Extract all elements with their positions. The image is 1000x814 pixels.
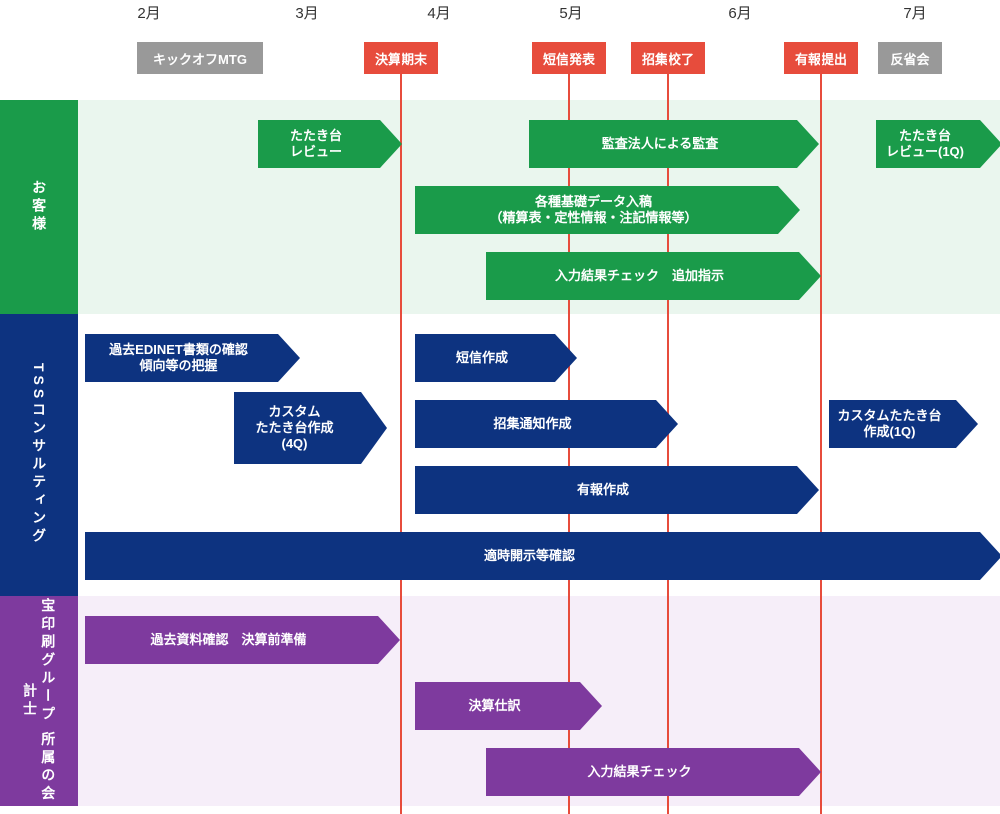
arrow-label: カスタムたたき台作成(4Q) — [251, 404, 337, 453]
arrow-kessan-shiwake: 決算仕訳 — [415, 682, 580, 730]
arrow-input-check: 入力結果チェック — [486, 748, 799, 796]
arrow-label: 招集通知作成 — [489, 416, 575, 432]
arrow-kako-shiryo: 過去資料確認 決算前準備 — [85, 616, 378, 664]
arrow-label: 過去資料確認 決算前準備 — [146, 632, 310, 648]
month-label: 7月 — [895, 2, 935, 23]
lane-label-tss: TSSコンサルティング — [0, 314, 78, 596]
arrow-label: 監査法人による監査 — [598, 136, 723, 152]
arrow-custom-tataki-1q: カスタムたたき台作成(1Q) — [829, 400, 956, 448]
arrow-label: 短信作成 — [452, 350, 512, 366]
milestone-line-4 — [820, 42, 822, 814]
month-label: 4月 — [419, 2, 459, 23]
arrow-label: 入力結果チェック — [583, 764, 695, 780]
month-label: 6月 — [720, 2, 760, 23]
arrow-yuho-sakusei: 有報作成 — [415, 466, 797, 514]
lane-label-takara: 宝印刷グループ 所属の会計士 — [0, 596, 78, 806]
arrow-tekiji-kaiji: 適時開示等確認 — [85, 532, 980, 580]
arrow-label: たたき台レビュー — [286, 128, 346, 161]
arrow-tataki-review: たたき台レビュー — [258, 120, 380, 168]
arrow-label: 入力結果チェック 追加指示 — [551, 268, 728, 284]
arrow-input-check-instr: 入力結果チェック 追加指示 — [486, 252, 799, 300]
arrow-base-data-input: 各種基礎データ入稿（精算表・定性情報・注記情報等） — [415, 186, 778, 234]
arrow-shoshu-sakusei: 招集通知作成 — [415, 400, 656, 448]
gantt-timeline: 2月 3月 4月 5月 6月 7月お客様 たたき台レビュー 監査法人による監査 たたき台レビュー… — [0, 0, 1000, 814]
arrow-audit: 監査法人による監査 — [529, 120, 797, 168]
arrow-label: 各種基礎データ入稿（精算表・定性情報・注記情報等） — [485, 194, 701, 227]
milestone-5: 反省会 — [878, 42, 942, 74]
arrow-label: 有報作成 — [573, 482, 633, 498]
milestone-0: キックオフMTG — [137, 42, 263, 74]
arrow-label: カスタムたたき台作成(1Q) — [833, 408, 945, 441]
arrow-edinet-check: 過去EDINET書類の確認傾向等の把握 — [85, 334, 278, 382]
month-label: 5月 — [551, 2, 591, 23]
arrow-custom-tataki-4q: カスタムたたき台作成(4Q) — [234, 392, 361, 464]
month-label: 3月 — [287, 2, 327, 23]
month-label: 2月 — [129, 2, 169, 23]
arrow-tataki-review-1q: たたき台レビュー(1Q) — [876, 120, 980, 168]
arrow-tanshin-sakusei: 短信作成 — [415, 334, 555, 382]
arrow-label: 過去EDINET書類の確認傾向等の把握 — [105, 342, 252, 375]
lane-label-customer: お客様 — [0, 100, 78, 314]
arrow-label: 適時開示等確認 — [480, 548, 579, 564]
arrow-label: 決算仕訳 — [464, 698, 524, 714]
arrow-label: たたき台レビュー(1Q) — [882, 128, 968, 161]
